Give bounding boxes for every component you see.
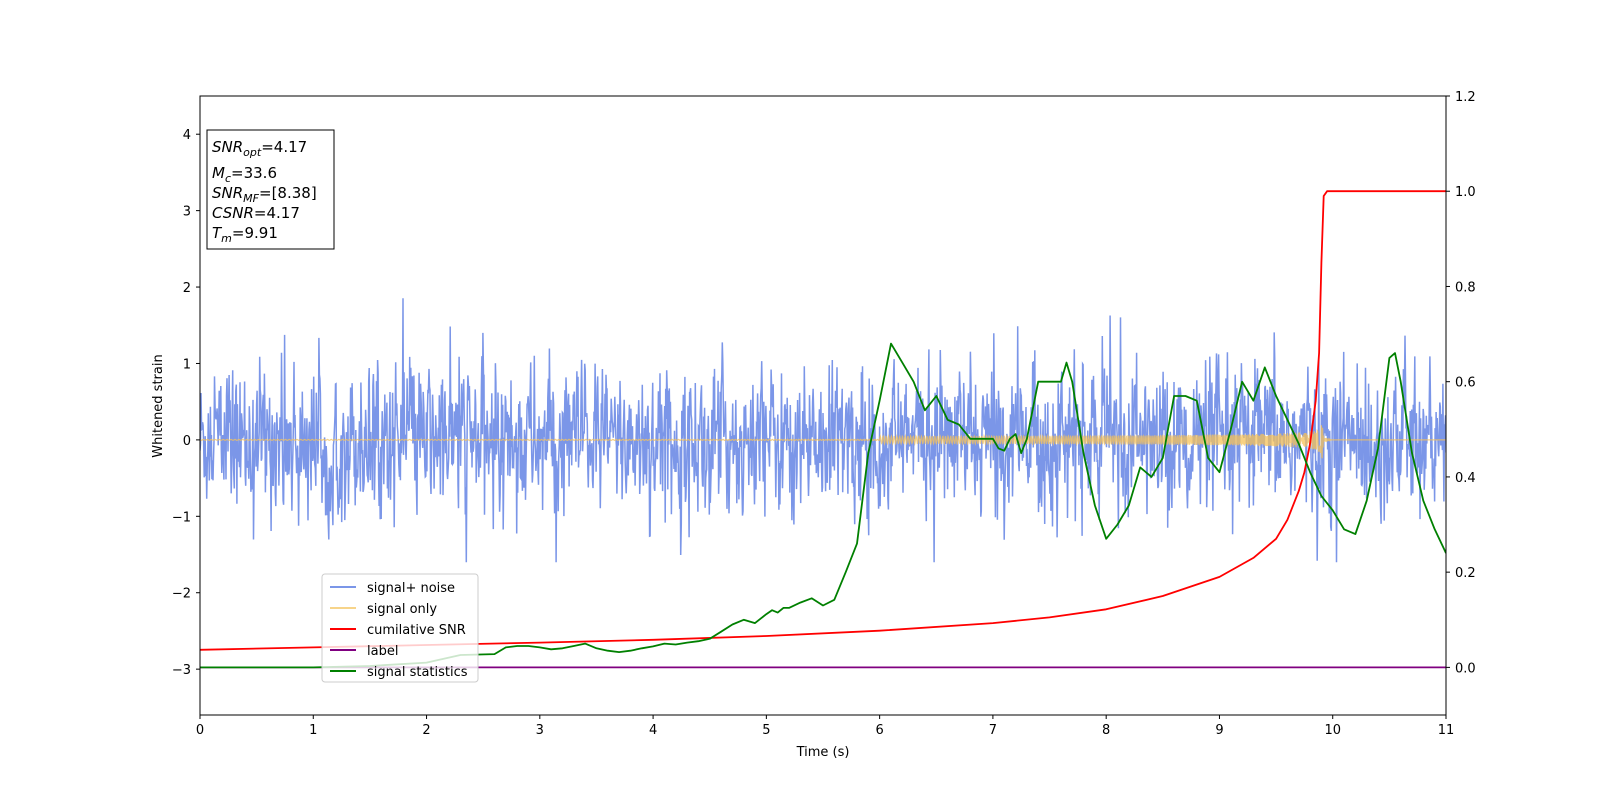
x-tick-label: 6 [875,723,883,738]
legend: signal+ noise signal only cumilative SNR la… [321,573,479,683]
y-right-tick-label: 0.8 [1455,280,1476,295]
series-cumulative-snr [200,190,1446,651]
legend-label: label [367,644,398,659]
legend-label: signal statistics [367,665,468,680]
info-tm: Tm=9.91 [212,224,278,245]
x-tick-label: 4 [649,723,657,738]
series-signal-statistics [200,342,1446,669]
legend-label: signal only [367,602,437,617]
x-axis-label: Time (s) [796,745,850,760]
y-right-tick-label: 0.4 [1455,471,1476,486]
y-left-tick-label: 2 [183,281,191,296]
legend-label: signal+ noise [367,581,455,596]
info-box: SNRopt=4.17 Mc=33.6 SNRMF=[8.38] CSNR=4.… [206,129,335,250]
x-tick-label: 9 [1215,723,1223,738]
x-tick-label: 1 [309,723,317,738]
y-left-tick-label: −2 [172,587,191,602]
series-signal-only [200,425,1446,459]
legend-label: cumilative SNR [367,623,466,638]
x-tick-label: 7 [989,723,997,738]
y-left-tick-label: 4 [183,128,191,143]
info-csnr: CSNR=4.17 [212,204,300,222]
y-left-tick-label: −3 [172,663,191,678]
y-axis-right: 0.0 0.2 0.4 0.6 0.8 1.0 1.2 [1446,90,1476,676]
legend-frame [321,573,479,683]
info-snr-mf: SNRMF=[8.38] [212,184,317,205]
y-right-tick-label: 1.0 [1455,185,1476,200]
x-tick-label: 3 [536,723,544,738]
y-left-tick-label: −1 [172,510,191,525]
info-snr-opt: SNRopt=4.17 [212,138,307,159]
y-left-tick-label: 0 [183,434,191,449]
y-left-tick-label: 3 [183,205,191,220]
info-mc: Mc=33.6 [212,164,277,185]
x-tick-label: 2 [422,723,430,738]
y-left-tick-label: 1 [183,357,191,372]
x-tick-label: 8 [1102,723,1110,738]
x-tick-label: 11 [1438,723,1455,738]
series-signal-noise [200,298,1446,563]
y-right-tick-label: 0.2 [1455,566,1476,581]
x-tick-label: 5 [762,723,770,738]
plot-frame [199,95,1447,716]
y-right-tick-label: 0.0 [1455,661,1476,676]
x-axis: 0 1 2 3 4 5 6 7 8 9 10 11 [196,715,1454,738]
x-tick-label: 0 [196,723,204,738]
y-right-tick-label: 1.2 [1455,90,1476,105]
y-axis-label: Whitened strain [151,354,166,457]
y-axis-left: −3 −2 −1 0 1 2 3 4 [172,128,200,678]
y-right-tick-label: 0.6 [1455,376,1476,391]
x-tick-label: 10 [1324,723,1341,738]
